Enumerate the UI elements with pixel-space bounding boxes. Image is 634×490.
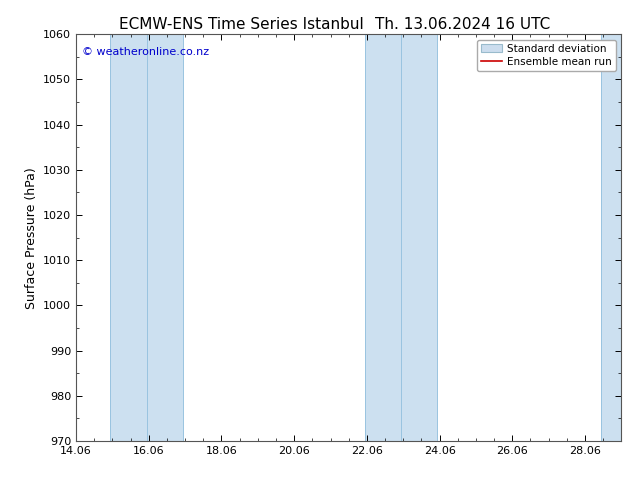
Bar <box>365 34 437 441</box>
Text: Th. 13.06.2024 16 UTC: Th. 13.06.2024 16 UTC <box>375 17 550 32</box>
Legend: Standard deviation, Ensemble mean run: Standard deviation, Ensemble mean run <box>477 40 616 71</box>
Text: © weatheronline.co.nz: © weatheronline.co.nz <box>82 47 209 56</box>
Bar <box>601 34 621 441</box>
Bar <box>110 34 183 441</box>
Y-axis label: Surface Pressure (hPa): Surface Pressure (hPa) <box>25 167 37 309</box>
Text: ECMW-ENS Time Series Istanbul: ECMW-ENS Time Series Istanbul <box>119 17 363 32</box>
